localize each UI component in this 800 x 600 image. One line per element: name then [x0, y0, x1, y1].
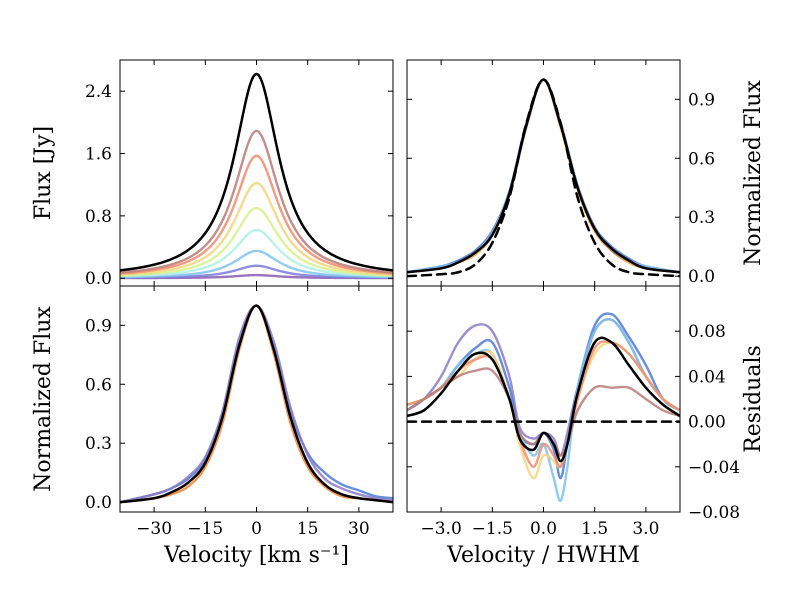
panel-bottom-left: −30 −15 0 15 30 0.0 0.3 0.6 0.9 Velocity [km s⁻¹]…: [31, 285, 394, 568]
series-line-5: [407, 78, 680, 274]
y-tick-label: −0.04: [688, 458, 740, 478]
series-line-6: [407, 78, 680, 278]
x-axis-label: Velocity / HWHM: [446, 543, 640, 568]
series-line-1: [407, 318, 680, 457]
series-line-3: [120, 304, 393, 504]
y-tick-label: −0.08: [688, 503, 740, 523]
axes-frame: [119, 285, 394, 513]
y-axis-label: Flux [Jy]: [31, 126, 56, 220]
panel-top-left: 0.0 0.8 1.6 2.4 Flux [Jy]: [31, 59, 394, 289]
y-tick-label: 2.4: [85, 82, 112, 102]
y-axis-label: Normalized Flux: [741, 80, 766, 266]
series-line-3: [407, 78, 680, 274]
y-tick-label: 0.00: [688, 413, 726, 433]
series-line-4: [120, 228, 393, 278]
y-tick-label: 0.6: [688, 149, 715, 169]
y-tick-label: 0.08: [688, 322, 726, 342]
series-line-6: [120, 181, 393, 276]
x-tick-label: 0.0: [530, 519, 557, 539]
series-line-1: [407, 78, 680, 274]
y-tick-label: 0.3: [85, 434, 112, 454]
y-tick-label: 0.9: [688, 90, 715, 110]
panel-bottom-right: −3.0 −1.5 0.0 1.5 3.0 −0.08 −0.04 0.00 0.04 0.08 V…: [406, 285, 766, 568]
series-line-8: [120, 129, 393, 274]
y-tick-label: 0.3: [688, 208, 715, 228]
y-axis-label: Normalized Flux: [31, 306, 56, 492]
y-tick-label: 0.0: [85, 493, 112, 513]
x-tick-label: 15: [297, 519, 319, 539]
series-line-6: [407, 367, 680, 457]
series-group: [407, 78, 680, 278]
y-tick-label: 0.9: [85, 316, 112, 336]
series-line-3: [120, 249, 393, 279]
series-line-4: [407, 78, 680, 274]
series-line-2: [120, 264, 393, 279]
x-tick-label: −3.0: [420, 519, 461, 539]
y-tick-label: 1.6: [85, 145, 112, 165]
series-line-4: [120, 304, 393, 504]
x-tick-label: 1.5: [581, 519, 608, 539]
x-tick-label: 0: [251, 519, 262, 539]
y-tick-label: 0.6: [85, 375, 112, 395]
series-line-2: [120, 304, 393, 504]
series-line-7: [120, 154, 393, 275]
series-line-5: [120, 206, 393, 277]
y-tick-label: 0.0: [688, 267, 715, 287]
x-tick-label: −30: [136, 519, 172, 539]
series-line-1: [120, 304, 393, 504]
axes-frame: [406, 59, 681, 287]
series-line-9: [120, 72, 393, 272]
series-line-2: [407, 312, 680, 480]
y-tick-label: 0.8: [85, 207, 112, 227]
series-line-3: [407, 318, 680, 502]
x-tick-label: −15: [187, 519, 223, 539]
axes-frame: [406, 285, 681, 513]
y-axis-label: Residuals: [741, 345, 766, 453]
panel-top-right: 0.0 0.3 0.6 0.9 Normalized Flux: [406, 59, 766, 287]
x-tick-label: −1.5: [472, 519, 513, 539]
x-tick-label: 30: [348, 519, 370, 539]
series-line-2: [407, 78, 680, 274]
series-group: [120, 304, 393, 504]
y-tick-label: 0.0: [85, 269, 112, 289]
x-tick-label: 3.0: [632, 519, 659, 539]
y-tick-label: 0.04: [688, 367, 726, 387]
series-line-7: [407, 336, 680, 463]
x-axis-label: Velocity [km s⁻¹]: [163, 543, 349, 568]
series-group: [407, 312, 680, 502]
series-group: [120, 72, 393, 280]
